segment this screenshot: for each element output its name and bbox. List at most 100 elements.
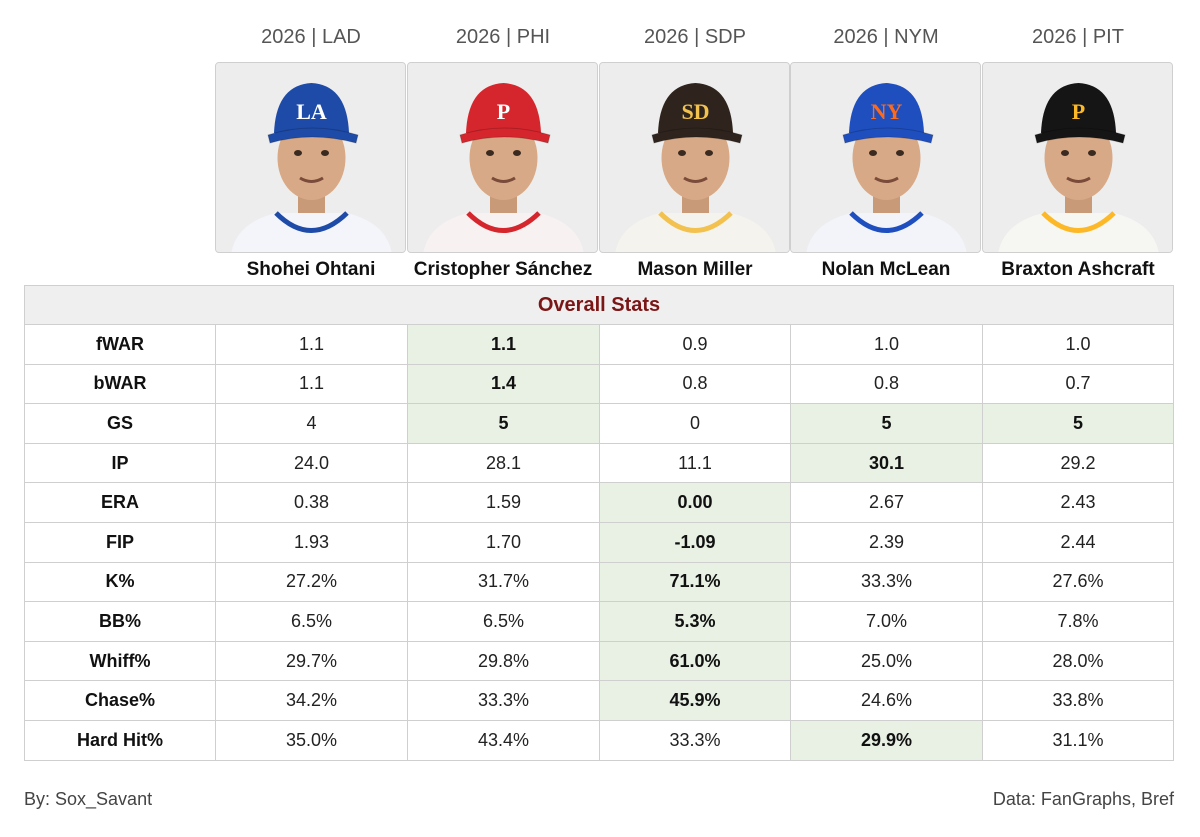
stat-metric-label: FIP — [24, 521, 216, 563]
stat-value: 1.93 — [215, 521, 408, 563]
stat-value: 34.2% — [215, 680, 408, 721]
stat-metric-label: Hard Hit% — [24, 719, 216, 761]
stat-value-best: 1.1 — [407, 324, 600, 365]
stat-metric-label: K% — [24, 561, 216, 603]
stat-value: 7.0% — [790, 601, 983, 642]
player-photo: LA — [215, 62, 406, 253]
stat-value-best: 5 — [981, 403, 1175, 444]
player-name: Cristopher Sánchez — [413, 259, 593, 280]
stat-value-best: 5.3% — [599, 601, 791, 642]
stat-metric-label: GS — [24, 403, 216, 444]
stat-value: 7.8% — [981, 601, 1175, 642]
player-name: Braxton Ashcraft — [1001, 259, 1155, 280]
stat-metric-label: Chase% — [24, 680, 216, 721]
stat-value: 4 — [215, 403, 408, 444]
stats-body: fWAR 1.1 1.1 0.9 1.0 1.0 bWAR 1.1 1.4 0.8 0.8 0.7 GS… — [24, 324, 1175, 761]
stat-value: 2.44 — [981, 521, 1175, 563]
stat-value: 1.70 — [407, 521, 600, 563]
svg-text:P: P — [1072, 99, 1085, 124]
stat-value: 29.2 — [981, 442, 1175, 484]
stat-value: 33.3% — [790, 561, 983, 603]
stat-value: 33.3% — [599, 719, 791, 761]
stat-value-best: 71.1% — [599, 561, 791, 603]
stat-row: K% 27.2% 31.7% 71.1% 33.3% 27.6% — [24, 561, 1175, 603]
stat-value-best: 30.1 — [790, 442, 983, 484]
team-label: 2026 | PHI — [455, 26, 551, 48]
svg-text:NY: NY — [871, 99, 903, 124]
stat-row: bWAR 1.1 1.4 0.8 0.8 0.7 — [24, 363, 1175, 405]
stat-metric-label: ERA — [24, 482, 216, 523]
stat-value: 0 — [599, 403, 791, 444]
stat-value: 24.0 — [215, 442, 408, 484]
stat-value: 1.59 — [407, 482, 600, 523]
player-photo: P — [407, 62, 598, 253]
stat-row: Whiff% 29.7% 29.8% 61.0% 25.0% 28.0% — [24, 640, 1175, 682]
stat-row: IP 24.0 28.1 11.1 30.1 29.2 — [24, 442, 1175, 484]
player-name: Nolan McLean — [821, 259, 951, 280]
stat-value: 29.8% — [407, 640, 600, 682]
player-portrait-icon: P — [408, 63, 597, 252]
stat-value: 6.5% — [215, 601, 408, 642]
stat-row: FIP 1.93 1.70 -1.09 2.39 2.44 — [24, 521, 1175, 563]
stat-value: 27.2% — [215, 561, 408, 603]
stat-metric-label: BB% — [24, 601, 216, 642]
stats-table: Overall Stats fWAR 1.1 1.1 0.9 1.0 1.0 bWAR 1.1… — [23, 285, 1175, 761]
stat-value: 43.4% — [407, 719, 600, 761]
stat-value: 2.39 — [790, 521, 983, 563]
section-title: Overall Stats — [23, 285, 1175, 325]
stat-value: 0.9 — [599, 324, 791, 365]
player-photo: SD — [599, 62, 790, 253]
stat-row: Chase% 34.2% 33.3% 45.9% 24.6% 33.8% — [24, 680, 1175, 721]
stat-value-best: 61.0% — [599, 640, 791, 682]
stat-row: GS 4 5 0 5 5 — [24, 403, 1175, 444]
stat-value: 1.0 — [790, 324, 983, 365]
stat-value: 31.1% — [981, 719, 1175, 761]
svg-text:LA: LA — [296, 99, 327, 124]
stat-value: 0.8 — [790, 363, 983, 405]
stat-value: 2.43 — [981, 482, 1175, 523]
stat-value: 35.0% — [215, 719, 408, 761]
stat-metric-label: IP — [24, 442, 216, 484]
player-photo: P — [982, 62, 1173, 253]
stat-metric-label: Whiff% — [24, 640, 216, 682]
stat-row: Hard Hit% 35.0% 43.4% 33.3% 29.9% 31.1% — [24, 719, 1175, 761]
stat-value: 25.0% — [790, 640, 983, 682]
svg-text:P: P — [497, 99, 510, 124]
stat-value: 27.6% — [981, 561, 1175, 603]
stat-value: 1.1 — [215, 324, 408, 365]
player-photo: NY — [790, 62, 981, 253]
stat-value: 31.7% — [407, 561, 600, 603]
stat-value-best: 5 — [790, 403, 983, 444]
team-label: 2026 | SDP — [644, 26, 746, 48]
player-portrait-icon: SD — [600, 63, 789, 252]
stat-row: BB% 6.5% 6.5% 5.3% 7.0% 7.8% — [24, 601, 1175, 642]
team-label: 2026 | PIT — [1032, 26, 1124, 48]
team-label: 2026 | LAD — [261, 26, 361, 48]
stat-value-best: 1.4 — [407, 363, 600, 405]
stat-value: 28.1 — [407, 442, 600, 484]
stat-value: 33.8% — [981, 680, 1175, 721]
stat-value: 0.7 — [981, 363, 1175, 405]
stat-value-best: -1.09 — [599, 521, 791, 563]
stat-value: 6.5% — [407, 601, 600, 642]
stat-metric-label: bWAR — [24, 363, 216, 405]
player-name: Mason Miller — [637, 259, 753, 280]
stat-value-best: 0.00 — [599, 482, 791, 523]
player-portrait-icon: P — [983, 63, 1172, 252]
stat-metric-label: fWAR — [24, 324, 216, 365]
stat-row: ERA 0.38 1.59 0.00 2.67 2.43 — [24, 482, 1175, 523]
stat-value: 1.1 — [215, 363, 408, 405]
stat-value: 11.1 — [599, 442, 791, 484]
player-portrait-icon: LA — [216, 63, 405, 252]
stat-value-best: 5 — [407, 403, 600, 444]
stat-row: fWAR 1.1 1.1 0.9 1.0 1.0 — [24, 324, 1175, 365]
stat-value: 33.3% — [407, 680, 600, 721]
svg-text:SD: SD — [681, 99, 709, 124]
stat-value: 1.0 — [981, 324, 1175, 365]
player-portrait-icon: NY — [791, 63, 980, 252]
stat-value: 29.7% — [215, 640, 408, 682]
player-name: Shohei Ohtani — [246, 259, 376, 280]
credit-text: By: Sox_Savant — [24, 789, 153, 809]
stat-value: 28.0% — [981, 640, 1175, 682]
stat-value: 2.67 — [790, 482, 983, 523]
